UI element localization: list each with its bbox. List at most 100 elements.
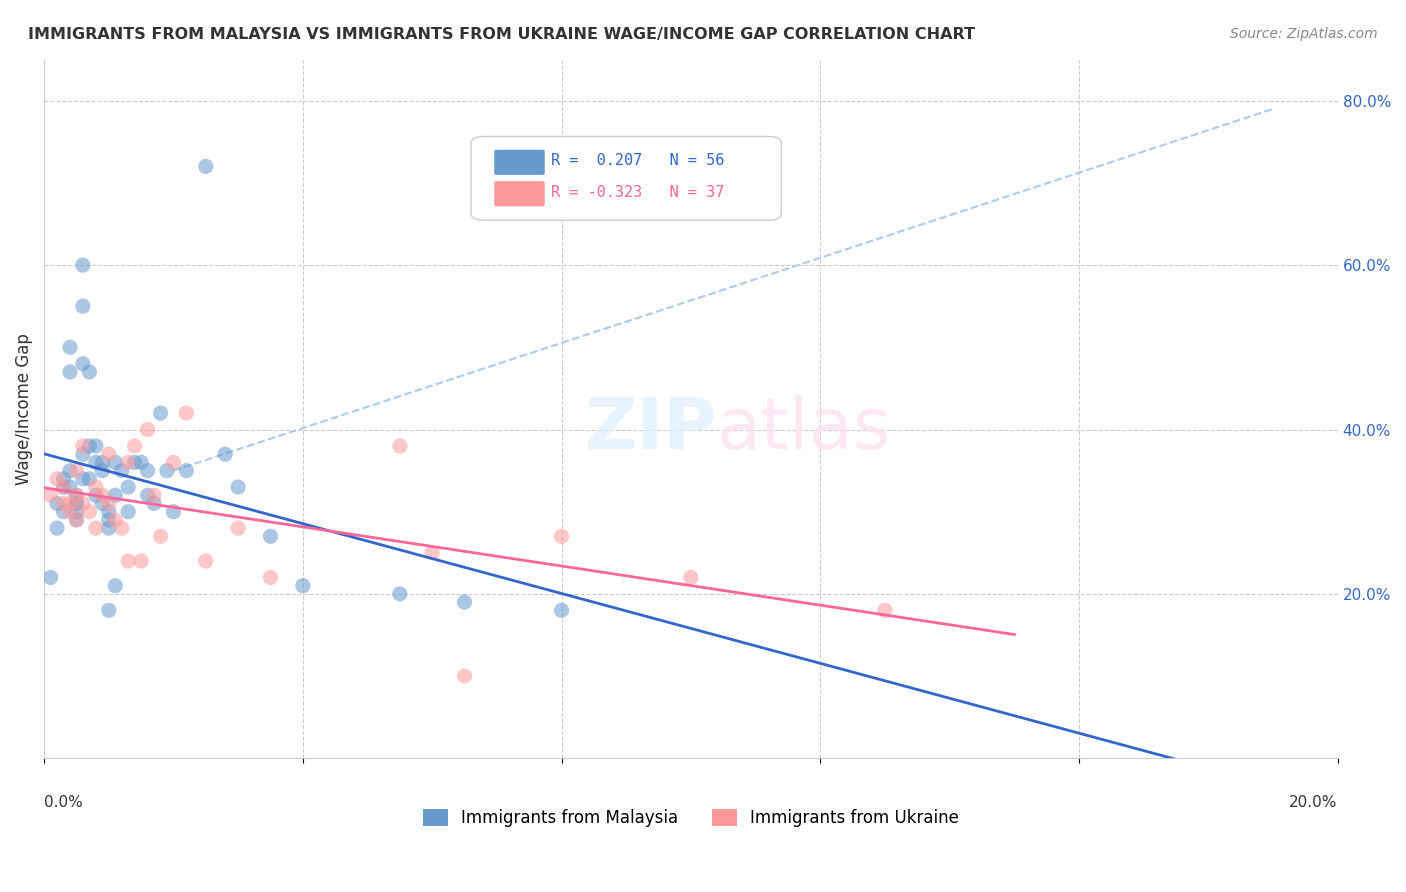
Point [59,365,82,379]
Point [72,357,94,371]
Point [91,496,114,510]
Point [46,521,69,535]
FancyBboxPatch shape [495,181,544,206]
Point [65,488,87,502]
Point [72,496,94,510]
Point [194,554,217,568]
Point [91,464,114,478]
Point [214,447,236,461]
Point [65,513,87,527]
Point [149,529,172,543]
Point [79,505,101,519]
Point [117,480,139,494]
Point [65,496,87,510]
Point [162,505,184,519]
Point [226,480,249,494]
Point [72,258,94,272]
Point [129,455,152,469]
Point [59,340,82,354]
Text: 0.0%: 0.0% [44,796,83,810]
Text: Source: ZipAtlas.com: Source: ZipAtlas.com [1230,27,1378,41]
Point [136,423,159,437]
Point [72,439,94,453]
Y-axis label: Wage/Income Gap: Wage/Income Gap [15,333,32,485]
Point [97,496,120,510]
Text: atlas: atlas [717,395,891,465]
Point [46,496,69,510]
Point [59,480,82,494]
Point [65,464,87,478]
Point [104,513,127,527]
Point [65,488,87,502]
Point [79,365,101,379]
Text: ZIP: ZIP [585,395,717,465]
Point [143,496,166,510]
Point [79,439,101,453]
Point [72,299,94,313]
Point [156,464,179,478]
Point [91,488,114,502]
Point [52,472,75,486]
FancyBboxPatch shape [495,150,544,175]
Point [259,529,281,543]
Point [84,455,107,469]
Point [59,496,82,510]
Point [388,587,411,601]
Point [162,455,184,469]
Point [39,570,62,584]
Point [52,480,75,494]
Point [72,472,94,486]
Point [84,521,107,535]
Point [124,455,146,469]
Point [124,439,146,453]
Point [84,480,107,494]
Point [97,447,120,461]
Point [97,513,120,527]
Legend: Immigrants from Malaysia, Immigrants from Ukraine: Immigrants from Malaysia, Immigrants fro… [416,802,966,834]
Point [259,570,281,584]
Point [136,464,159,478]
Point [550,529,572,543]
Point [111,521,134,535]
Point [388,439,411,453]
Point [79,472,101,486]
Point [104,488,127,502]
Text: 20.0%: 20.0% [1289,796,1337,810]
Point [117,554,139,568]
Point [679,570,702,584]
Point [111,464,134,478]
Point [52,505,75,519]
Text: R = -0.323   N = 37: R = -0.323 N = 37 [551,185,724,200]
Point [420,546,443,560]
Point [52,496,75,510]
Point [97,521,120,535]
Point [291,579,314,593]
Point [453,595,475,609]
Point [550,603,572,617]
Point [84,488,107,502]
Point [39,488,62,502]
Point [65,513,87,527]
Point [226,521,249,535]
Point [91,455,114,469]
Point [143,488,166,502]
Point [97,505,120,519]
Point [104,579,127,593]
Point [117,455,139,469]
Point [72,447,94,461]
Point [136,488,159,502]
Point [65,505,87,519]
Point [46,472,69,486]
Point [52,480,75,494]
Point [149,406,172,420]
Point [194,160,217,174]
Point [117,505,139,519]
Point [176,406,198,420]
Text: R =  0.207   N = 56: R = 0.207 N = 56 [551,153,724,169]
Point [65,496,87,510]
Point [59,505,82,519]
Point [453,669,475,683]
Point [97,603,120,617]
Point [129,554,152,568]
Text: IMMIGRANTS FROM MALAYSIA VS IMMIGRANTS FROM UKRAINE WAGE/INCOME GAP CORRELATION : IMMIGRANTS FROM MALAYSIA VS IMMIGRANTS F… [28,27,976,42]
